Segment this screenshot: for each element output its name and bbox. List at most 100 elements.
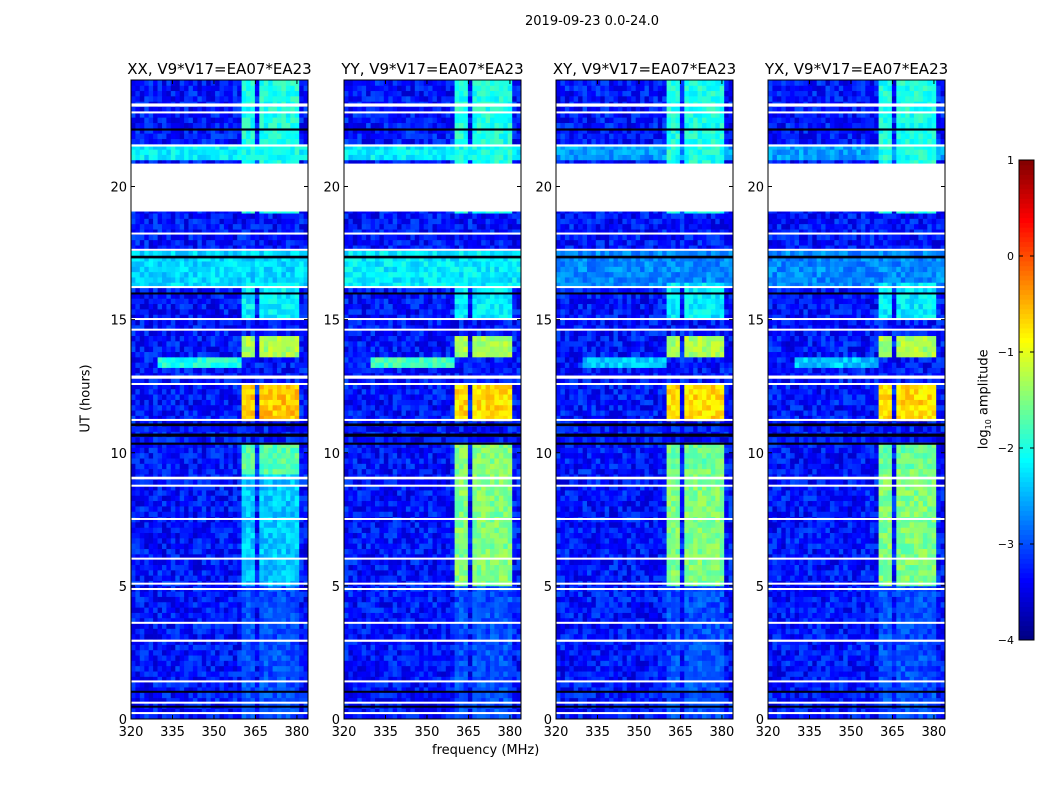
heatmap-cell	[170, 335, 176, 342]
heatmap-cell	[281, 133, 287, 140]
heatmap-cell	[290, 612, 296, 619]
heatmap-cell	[281, 522, 287, 528]
heatmap-cell	[139, 234, 145, 241]
heatmap-cell	[259, 303, 265, 310]
heatmap-cell	[290, 314, 296, 321]
heatmap-cell	[148, 239, 154, 246]
heatmap-cell	[237, 287, 243, 294]
heatmap-cell	[197, 154, 203, 161]
heatmap-cell	[201, 271, 207, 278]
heatmap-cell	[246, 133, 251, 140]
heatmap-cell	[166, 468, 172, 475]
heatmap-cell	[263, 607, 269, 613]
heatmap-cell	[268, 495, 274, 502]
heatmap-cell	[153, 399, 158, 406]
heatmap-cell	[237, 612, 243, 619]
heatmap-cell	[232, 298, 238, 305]
heatmap-cell	[188, 293, 194, 299]
heatmap-cell	[166, 601, 172, 608]
heatmap-cell	[290, 335, 296, 342]
heatmap-cell	[215, 399, 220, 406]
heatmap-cell	[197, 282, 203, 289]
heatmap-cell	[228, 356, 234, 363]
heatmap-cell	[139, 548, 145, 555]
heatmap-cell	[206, 277, 212, 283]
heatmap-cell	[192, 378, 198, 384]
heatmap-cell	[232, 490, 238, 496]
heatmap-cell	[290, 149, 296, 155]
heatmap-cell	[201, 676, 207, 683]
heatmap-cell	[263, 559, 269, 566]
heatmap-cell	[157, 218, 163, 225]
heatmap-cell	[285, 394, 291, 400]
heatmap-cell	[388, 697, 394, 704]
heatmap-cell	[285, 436, 291, 443]
heatmap-cell	[223, 426, 229, 432]
heatmap-cell	[241, 346, 247, 353]
heatmap-cell	[153, 127, 158, 134]
heatmap-cell	[277, 330, 282, 337]
heatmap-cell	[263, 261, 269, 267]
heatmap-cell	[153, 149, 158, 155]
heatmap-cell	[516, 708, 522, 715]
heatmap-cell	[162, 495, 167, 502]
heatmap-cell	[290, 484, 296, 491]
heatmap-cell	[263, 591, 269, 597]
heatmap-cell	[210, 149, 216, 155]
heatmap-cell	[232, 159, 238, 166]
heatmap-cell	[290, 575, 296, 581]
heatmap-cell	[290, 596, 296, 603]
heatmap-cell	[246, 484, 251, 491]
heatmap-cell	[254, 282, 260, 289]
heatmap-cell	[241, 399, 247, 406]
heatmap-cell	[188, 479, 194, 486]
heatmap-cell	[153, 90, 158, 97]
heatmap-cell	[175, 90, 181, 97]
heatmap-cell	[135, 330, 141, 337]
heatmap-cell	[290, 85, 296, 92]
heatmap-cell	[201, 117, 207, 124]
heatmap-cell	[206, 362, 212, 368]
heatmap-cell	[157, 335, 163, 342]
heatmap-cell	[188, 319, 194, 326]
heatmap-cell	[192, 479, 198, 486]
heatmap-cell	[201, 458, 207, 464]
heatmap-cell	[153, 426, 158, 432]
flagged-row	[131, 621, 308, 624]
heatmap-cell	[228, 591, 234, 597]
heatmap-cell	[184, 447, 189, 454]
heatmap-cell	[259, 543, 265, 550]
heatmap-cell	[241, 527, 247, 534]
heatmap-cell	[188, 553, 194, 560]
heatmap-cell	[303, 143, 309, 150]
heatmap-cell	[197, 399, 203, 406]
heatmap-cell	[285, 96, 291, 102]
heatmap-cell	[303, 330, 309, 337]
heatmap-cell	[157, 617, 163, 624]
flagged-row	[131, 418, 308, 421]
heatmap-cell	[268, 410, 274, 416]
heatmap-cell	[192, 330, 198, 337]
heatmap-cell	[241, 335, 247, 342]
heatmap-cell	[135, 660, 141, 667]
heatmap-cell	[232, 655, 238, 661]
heatmap-cell	[197, 250, 203, 257]
heatmap-cell	[281, 612, 287, 619]
heatmap-cell	[232, 133, 238, 140]
heatmap-cell	[285, 383, 291, 390]
heatmap-cell	[277, 335, 282, 342]
heatmap-cell	[290, 713, 296, 720]
heatmap-cell	[170, 463, 176, 470]
heatmap-cell	[144, 601, 150, 608]
heatmap-cell	[285, 458, 291, 464]
heatmap-cell	[179, 356, 185, 363]
heatmap-cell	[299, 543, 305, 550]
heatmap-cell	[303, 415, 309, 422]
heatmap-cell	[246, 537, 251, 544]
heatmap-cell	[268, 649, 274, 656]
heatmap-cell	[135, 388, 141, 395]
heatmap-cell	[139, 623, 145, 629]
heatmap-cell	[139, 218, 145, 225]
heatmap-cell	[263, 90, 269, 97]
heatmap-cell	[197, 234, 203, 241]
